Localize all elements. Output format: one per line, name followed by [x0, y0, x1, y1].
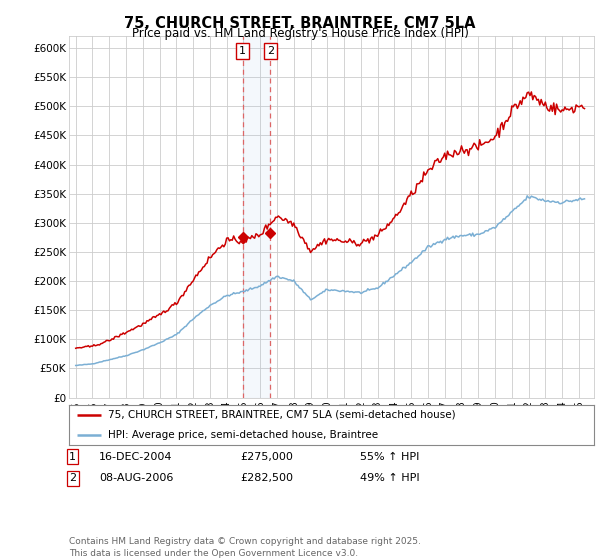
Text: 1: 1 [239, 46, 246, 56]
Bar [243, 36, 270, 398]
Text: 49% ↑ HPI: 49% ↑ HPI [360, 473, 419, 483]
Text: 75, CHURCH STREET, BRAINTREE, CM7 5LA (semi-detached house): 75, CHURCH STREET, BRAINTREE, CM7 5LA (s… [109, 410, 456, 420]
Text: 1: 1 [69, 452, 76, 462]
Text: 55% ↑ HPI: 55% ↑ HPI [360, 452, 419, 462]
Text: 2: 2 [69, 473, 76, 483]
Text: Price paid vs. HM Land Registry's House Price Index (HPI): Price paid vs. HM Land Registry's House … [131, 27, 469, 40]
Text: £275,000: £275,000 [240, 452, 293, 462]
Text: HPI: Average price, semi-detached house, Braintree: HPI: Average price, semi-detached house,… [109, 430, 379, 440]
Text: 08-AUG-2006: 08-AUG-2006 [99, 473, 173, 483]
Text: 16-DEC-2004: 16-DEC-2004 [99, 452, 173, 462]
Text: 75, CHURCH STREET, BRAINTREE, CM7 5LA: 75, CHURCH STREET, BRAINTREE, CM7 5LA [124, 16, 476, 31]
Text: Contains HM Land Registry data © Crown copyright and database right 2025.
This d: Contains HM Land Registry data © Crown c… [69, 537, 421, 558]
Text: 2: 2 [267, 46, 274, 56]
Text: £282,500: £282,500 [240, 473, 293, 483]
